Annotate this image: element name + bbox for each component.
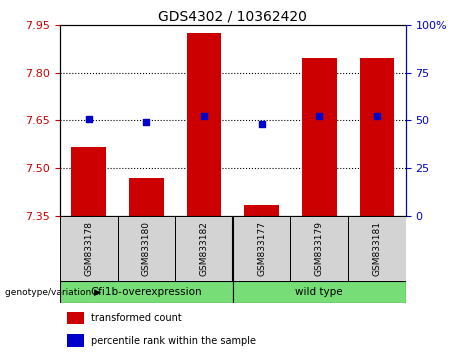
Point: [315, 113, 323, 119]
Text: GSM833178: GSM833178: [84, 221, 93, 276]
Text: transformed count: transformed count: [91, 313, 182, 323]
Text: GSM833180: GSM833180: [142, 221, 151, 276]
Point: [258, 121, 266, 126]
Bar: [244, 205, 279, 216]
Text: GSM833181: GSM833181: [372, 221, 381, 276]
Bar: [67, 334, 84, 347]
Bar: [233, 281, 406, 303]
Bar: [302, 58, 337, 216]
Bar: [233, 216, 290, 281]
Text: percentile rank within the sample: percentile rank within the sample: [91, 336, 256, 346]
Text: GSM833177: GSM833177: [257, 221, 266, 276]
Point: [373, 113, 381, 119]
Bar: [290, 216, 348, 281]
Text: genotype/variation ▶: genotype/variation ▶: [5, 287, 100, 297]
Bar: [348, 216, 406, 281]
Point: [142, 119, 150, 125]
Text: GSM833182: GSM833182: [200, 221, 208, 276]
Bar: [71, 148, 106, 216]
Bar: [67, 312, 84, 324]
Text: Gfi1b-overexpression: Gfi1b-overexpression: [90, 287, 202, 297]
Text: wild type: wild type: [296, 287, 343, 297]
Text: GSM833179: GSM833179: [315, 221, 324, 276]
Point: [200, 113, 207, 119]
Bar: [60, 216, 118, 281]
Point: [85, 116, 92, 122]
Bar: [360, 58, 394, 216]
Bar: [129, 178, 164, 216]
Title: GDS4302 / 10362420: GDS4302 / 10362420: [159, 10, 307, 24]
Bar: [60, 281, 233, 303]
Bar: [118, 216, 175, 281]
Bar: [187, 33, 221, 216]
Bar: [175, 216, 233, 281]
